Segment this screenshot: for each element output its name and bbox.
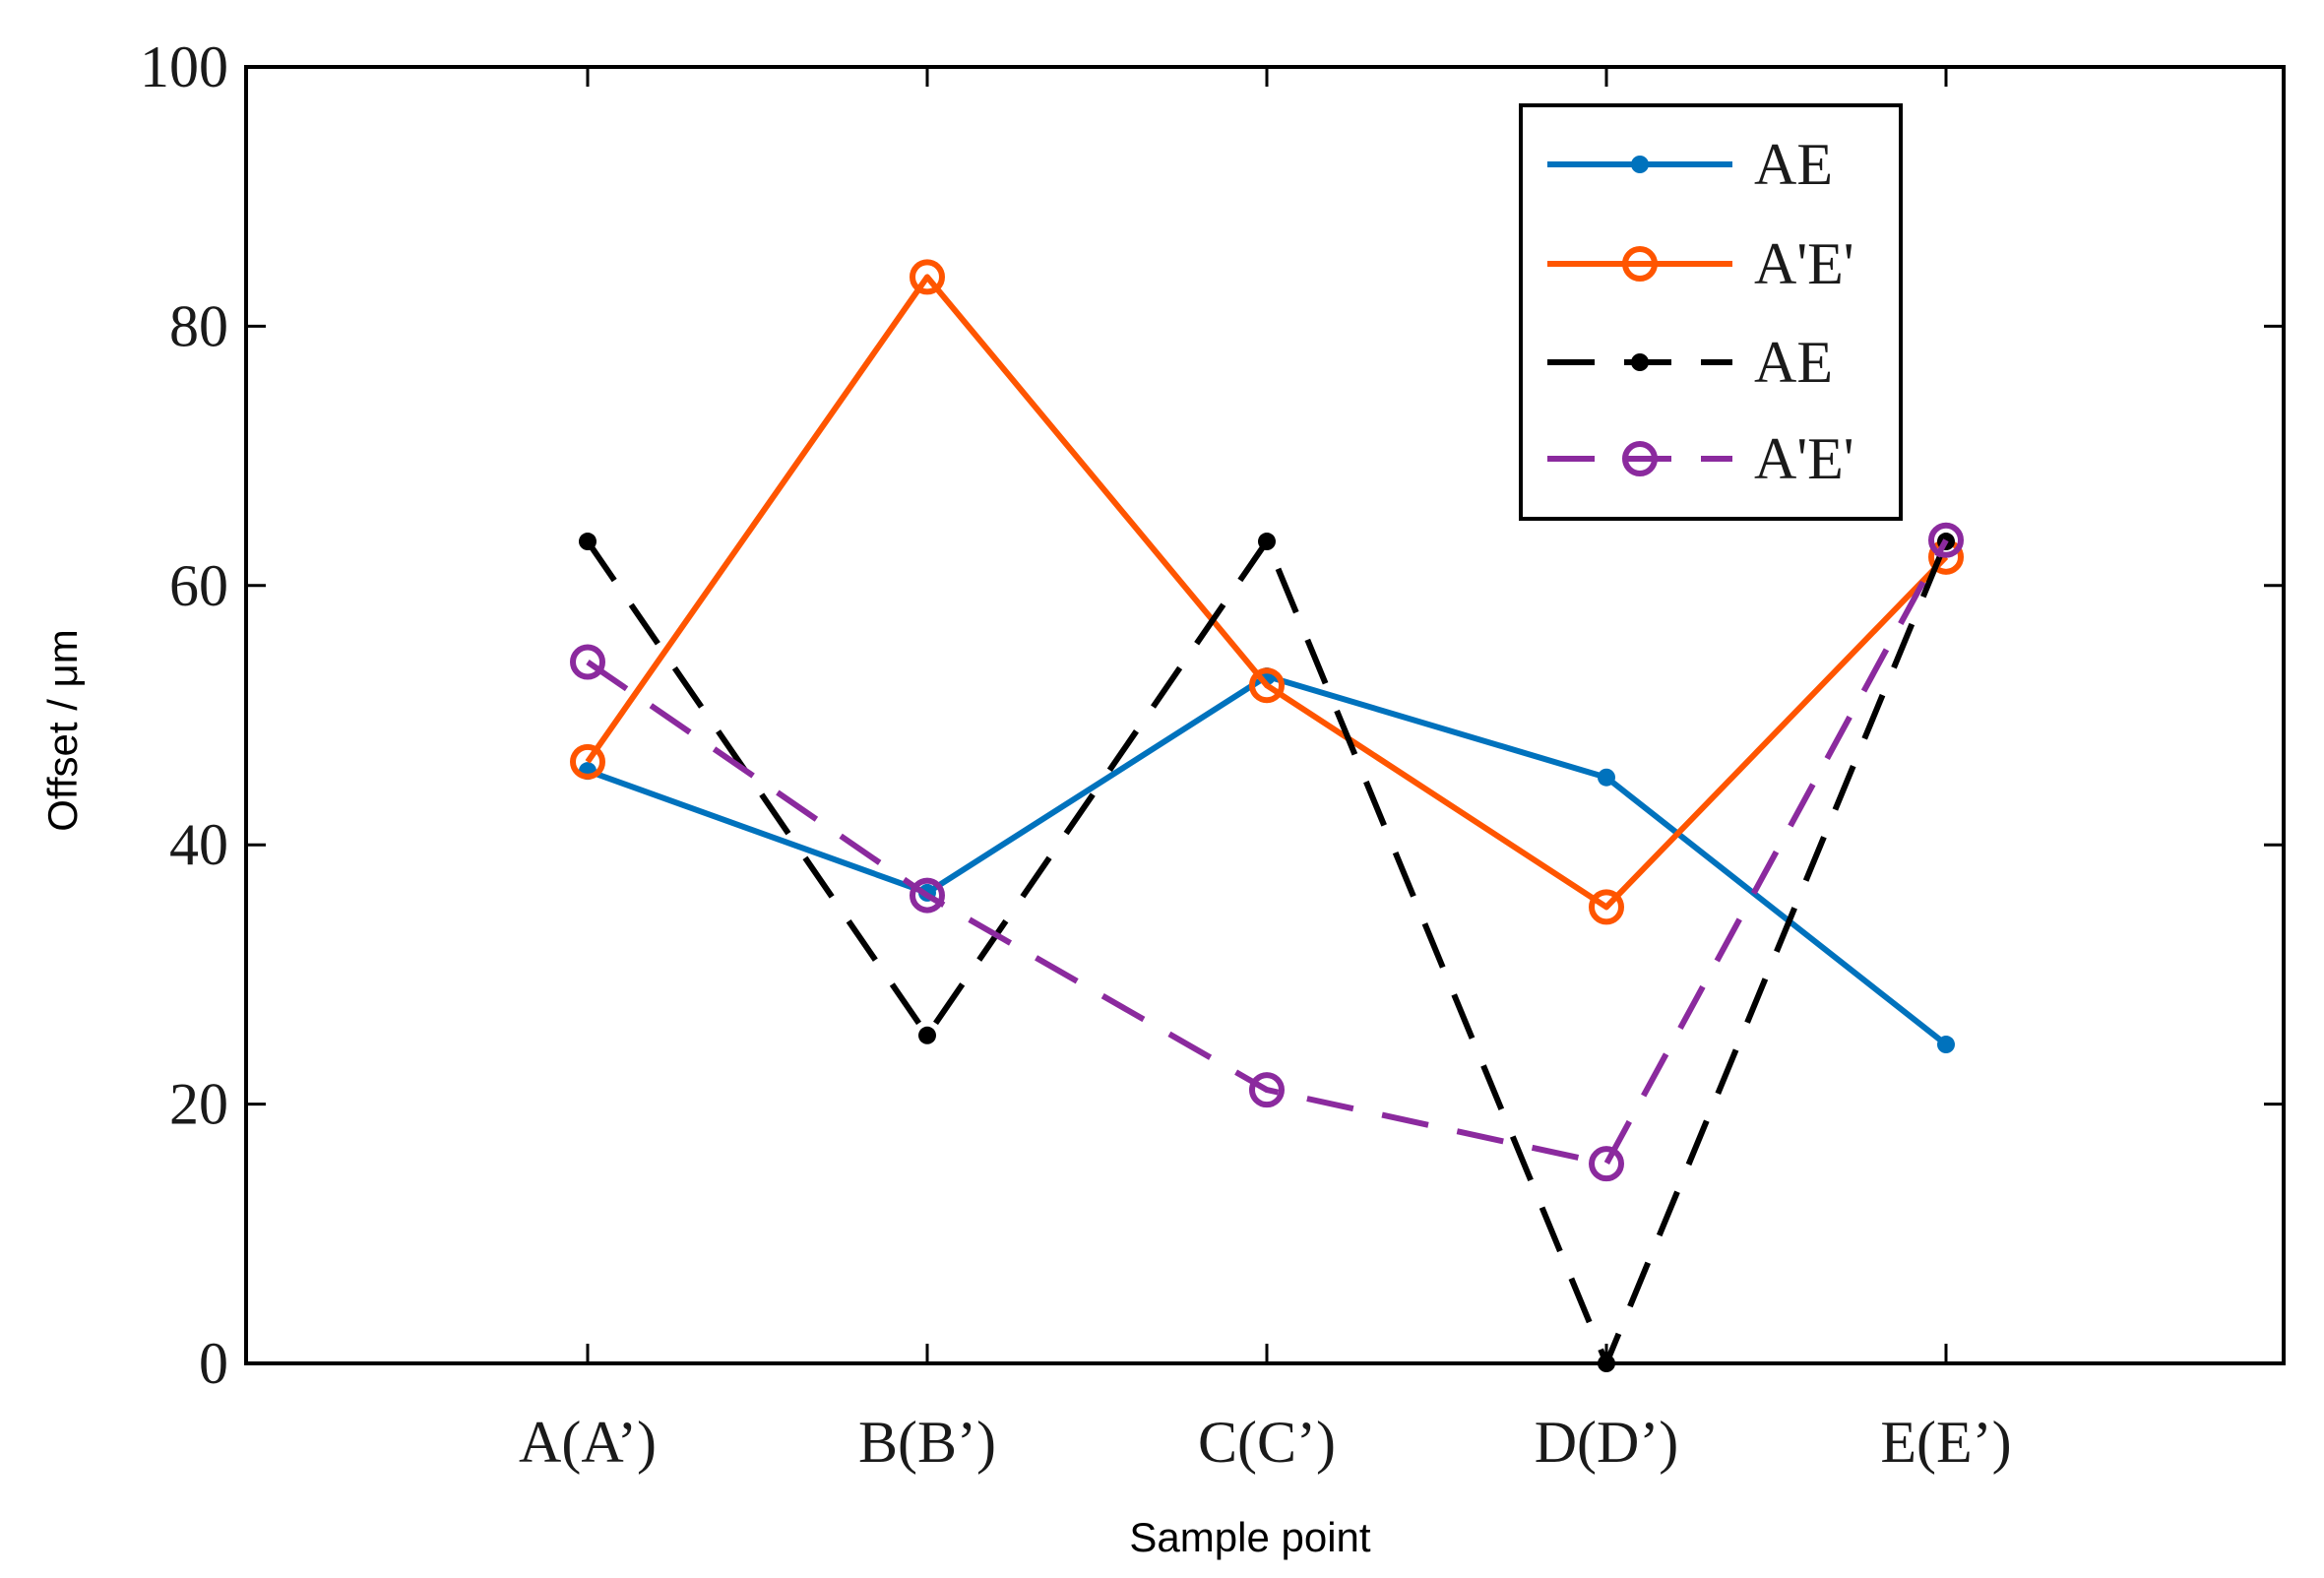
legend-marker (1631, 353, 1649, 371)
legend-marker (1622, 441, 1658, 476)
legend-label: AE (1754, 132, 1833, 197)
legend-entry: AE (1547, 330, 1833, 395)
data-point (570, 644, 605, 680)
data-point (1598, 768, 1615, 787)
data-point (1258, 533, 1276, 551)
legend-label: A'E' (1754, 426, 1854, 491)
legend: AE A'E' AE A'E' (1519, 103, 1903, 521)
data-point (1589, 1146, 1624, 1182)
legend-label: AE (1754, 330, 1833, 395)
y-axis-title: Offset / μm (39, 629, 86, 831)
data-point (1598, 1355, 1615, 1372)
y-tick-label: 60 (169, 553, 228, 618)
legend-entry: A'E' (1547, 231, 1854, 296)
data-point (570, 743, 605, 780)
x-tick-label: D(D’) (1535, 1410, 1679, 1475)
x-tick-label: C(C’) (1198, 1410, 1336, 1475)
series-4 (570, 522, 1964, 1182)
series-line (585, 274, 1949, 911)
legend-label: A'E' (1754, 231, 1854, 296)
legend-marker (1631, 156, 1649, 173)
y-tick-label: 40 (169, 812, 228, 877)
x-tick-label: A(A’) (519, 1410, 657, 1475)
y-tick-label: 0 (199, 1331, 228, 1396)
axis-ticks: 0 20 40 60 80 100 A(A’) B(B’) C(C’) D(D’) E(E’) (140, 34, 2284, 1475)
data-point (910, 877, 945, 914)
series-line (586, 538, 1949, 1168)
data-point (1928, 522, 1964, 558)
data-point (1937, 1036, 1955, 1054)
series-layer (570, 259, 1964, 1372)
legend-entry: AE (1547, 132, 1833, 197)
x-axis-title: Sample point (1129, 1514, 1370, 1560)
legend-marker (1622, 246, 1658, 282)
y-tick-label: 100 (140, 34, 228, 99)
plot-area (244, 65, 2286, 1365)
data-point (918, 1026, 936, 1044)
legend-entry: A'E' (1547, 426, 1854, 491)
x-tick-label: E(E’) (1880, 1410, 2011, 1475)
x-tick-label: B(B’) (858, 1410, 996, 1475)
data-point (1589, 889, 1624, 925)
data-point (910, 259, 945, 295)
series-3 (579, 533, 1955, 1372)
data-point (1249, 667, 1285, 704)
series-2 (570, 259, 1964, 925)
y-tick-label: 20 (169, 1072, 228, 1137)
y-tick-label: 80 (169, 293, 228, 358)
legend-box (1519, 103, 1903, 521)
data-point (579, 533, 597, 551)
data-point (1249, 1072, 1285, 1108)
